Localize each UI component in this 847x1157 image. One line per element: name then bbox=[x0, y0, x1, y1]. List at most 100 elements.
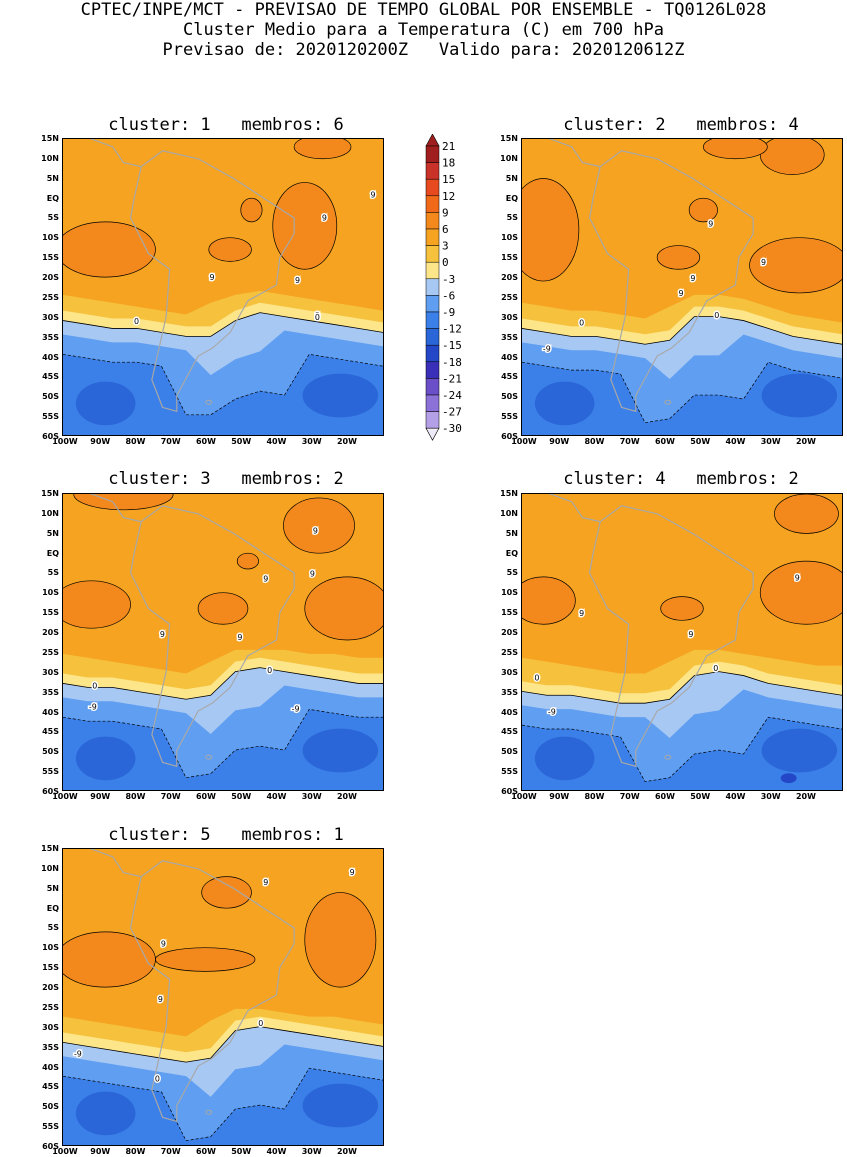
lon-tick-label: 70W bbox=[619, 437, 640, 446]
lat-tick-label: 60S bbox=[42, 432, 59, 441]
colorbar-level-label: -30 bbox=[442, 422, 462, 435]
contour-label: 0 bbox=[714, 311, 719, 320]
contour-label: 9 bbox=[761, 258, 766, 267]
panel-title: cluster: 4 membros: 2 bbox=[563, 469, 799, 489]
lat-tick-label: 25S bbox=[42, 292, 59, 302]
colorbar-level-label: -6 bbox=[442, 289, 455, 302]
contour-label: 9 bbox=[160, 630, 165, 639]
contour-label: 0 bbox=[713, 664, 718, 673]
lat-tick-label: 20S bbox=[42, 628, 59, 638]
lat-tick-label: 60S bbox=[42, 1142, 59, 1151]
colorbar-level-label: 21 bbox=[442, 140, 455, 153]
lat-tick-label: 15N bbox=[41, 844, 59, 853]
colorbar-level-label: -3 bbox=[442, 273, 455, 286]
map-panel-3: 9 9 9 9 9 0 0 -9 -9 bbox=[62, 493, 384, 791]
lat-tick-label: 10S bbox=[501, 588, 518, 598]
temperature-map: 9 9 9 0 0 -9 bbox=[522, 494, 842, 790]
map-panel-2: 9 9 9 9 0 0 -9 bbox=[521, 138, 843, 436]
lon-tick-label: 50W bbox=[231, 437, 252, 446]
lat-tick-label: 5N bbox=[46, 883, 59, 893]
contour-label: 9 bbox=[315, 311, 320, 320]
lon-tick-label: 90W bbox=[549, 792, 570, 801]
lat-tick-label: 50S bbox=[42, 392, 59, 402]
lat-tick-label: EQ bbox=[46, 903, 59, 913]
lat-tick-label: 45S bbox=[42, 372, 59, 382]
lon-tick-label: 90W bbox=[549, 437, 570, 446]
lon-tick-label: 100W bbox=[52, 1147, 78, 1156]
contour-label: 9 bbox=[795, 573, 800, 582]
lon-tick-label: 100W bbox=[511, 792, 537, 801]
lat-tick-label: 55S bbox=[42, 412, 59, 422]
contour-label: 0 bbox=[579, 319, 584, 328]
contour-label: 9 bbox=[161, 939, 166, 948]
map-panel-4: 9 9 9 0 0 -9 bbox=[521, 493, 843, 791]
lat-tick-label: 20S bbox=[42, 983, 59, 993]
lon-tick-label: 80W bbox=[584, 792, 605, 801]
lon-tick-label: 50W bbox=[231, 792, 252, 801]
lon-tick-label: 50W bbox=[231, 1147, 252, 1156]
colorbar-level-label: 9 bbox=[442, 206, 449, 219]
panel-title: cluster: 2 membros: 4 bbox=[563, 115, 799, 135]
lon-tick-label: 80W bbox=[584, 437, 605, 446]
contour-label: -9 bbox=[292, 705, 300, 714]
lon-tick-label: 30W bbox=[301, 437, 322, 446]
lat-tick-label: 25S bbox=[501, 647, 518, 657]
contour-label: 0 bbox=[134, 317, 139, 326]
lon-tick-label: 60W bbox=[654, 792, 675, 801]
contour-label: -9 bbox=[74, 1050, 82, 1059]
lat-tick-label: 5S bbox=[47, 568, 59, 578]
lat-tick-label: 5N bbox=[46, 173, 59, 183]
contour-label: 9 bbox=[158, 995, 163, 1004]
lon-tick-label: 40W bbox=[725, 437, 746, 446]
lat-tick-label: 5S bbox=[47, 923, 59, 933]
lat-tick-label: 45S bbox=[501, 727, 518, 737]
lat-tick-label: 10N bbox=[41, 863, 59, 873]
lon-tick-label: 100W bbox=[52, 792, 78, 801]
colorbar-level-label: -27 bbox=[442, 406, 462, 419]
colorbar-level-label: -18 bbox=[442, 356, 462, 369]
contour-label: 9 bbox=[310, 569, 315, 578]
lat-tick-label: 10N bbox=[500, 153, 518, 163]
lat-tick-label: EQ bbox=[46, 193, 59, 203]
lat-tick-label: 5S bbox=[506, 568, 518, 578]
colorbar-level-label: 18 bbox=[442, 157, 455, 170]
lon-tick-label: 40W bbox=[266, 1147, 287, 1156]
lat-tick-label: 60S bbox=[42, 787, 59, 796]
lat-tick-label: 30S bbox=[501, 312, 518, 322]
lat-tick-label: 20S bbox=[42, 273, 59, 283]
lat-tick-label: 30S bbox=[42, 1022, 59, 1032]
contour-label: 9 bbox=[295, 276, 300, 285]
lat-tick-label: 45S bbox=[42, 727, 59, 737]
figure-title-line-3: Previsao de: 2020120200Z Valido para: 20… bbox=[162, 40, 685, 60]
lat-tick-label: 35S bbox=[42, 332, 59, 342]
colorbar-scale: 21 18 15 12 9 6 3 0 -3 -6 -9 -12 -15 -18 -21 -24 -27 -30 bbox=[425, 134, 462, 441]
lat-tick-label: 25S bbox=[501, 292, 518, 302]
map-panel-5: 9 9 9 9 0 0 -9 bbox=[62, 848, 384, 1146]
temperature-map: 9 9 9 9 0 0 -9 bbox=[63, 849, 383, 1145]
contour-label: -9 bbox=[543, 345, 551, 354]
lon-tick-label: 80W bbox=[125, 792, 146, 801]
panel-title: cluster: 5 membros: 1 bbox=[108, 825, 344, 845]
lon-tick-label: 90W bbox=[90, 437, 111, 446]
figure-title-line-2: Cluster Medio para a Temperatura (C) em … bbox=[182, 20, 665, 40]
colorbar-level-label: 12 bbox=[442, 190, 455, 203]
lon-tick-label: 20W bbox=[336, 1147, 357, 1156]
lat-tick-label: 5S bbox=[506, 213, 518, 223]
contour-label: 0 bbox=[315, 313, 320, 322]
lat-tick-label: 30S bbox=[42, 667, 59, 677]
colorbar-level-label: -9 bbox=[442, 306, 455, 319]
colorbar-level-label: 15 bbox=[442, 173, 455, 186]
lon-tick-label: 20W bbox=[336, 437, 357, 446]
colorbar-level-label: 0 bbox=[442, 256, 449, 269]
lat-tick-label: 15S bbox=[42, 608, 59, 618]
lon-tick-label: 30W bbox=[301, 792, 322, 801]
contour-label: 9 bbox=[350, 868, 355, 877]
lon-tick-label: 60W bbox=[654, 437, 675, 446]
figure-title-line-1: CPTEC/INPE/MCT - PREVISAO DE TEMPO GLOBA… bbox=[80, 0, 767, 20]
contour-label: 9 bbox=[210, 273, 215, 282]
lat-tick-label: 15S bbox=[501, 253, 518, 263]
lat-tick-label: EQ bbox=[505, 193, 518, 203]
lat-tick-label: 15N bbox=[41, 489, 59, 498]
